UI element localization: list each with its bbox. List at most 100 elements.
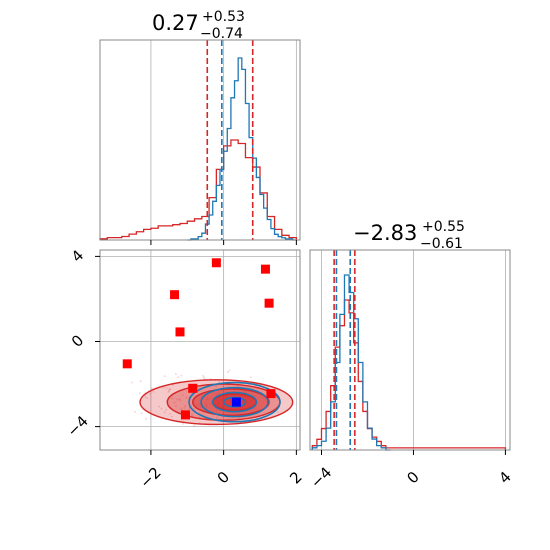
joint-sample-point	[209, 397, 212, 400]
joint-sample-point	[145, 417, 148, 420]
joint-sample-point	[146, 396, 149, 399]
joint-sample-point	[144, 396, 147, 399]
joint-contour-blue-3	[222, 396, 247, 408]
joint-y-label-0: −4	[63, 412, 91, 440]
joint-sample-point	[182, 422, 185, 425]
joint-sample-point	[205, 404, 208, 407]
joint-sample-point	[215, 416, 218, 419]
joint-sample-point	[167, 391, 170, 394]
joint-sample-point	[215, 409, 218, 412]
marginal-panel-param-2: −4 0 4	[307, 249, 515, 492]
joint-sample-point	[174, 373, 177, 376]
joint-sample-point	[206, 396, 209, 399]
joint-sample-point	[228, 369, 231, 372]
joint-red-square-8	[180, 410, 190, 420]
joint-sample-point	[218, 380, 221, 383]
joint-sample-point	[160, 407, 163, 410]
joint-sample-point	[215, 392, 218, 395]
joint-sample-point	[249, 376, 252, 379]
joint-contour-blue-1	[200, 386, 269, 418]
joint-sample-point	[169, 412, 172, 415]
param-1-title-plus: +0.53	[202, 9, 245, 25]
top-hist-blue	[187, 57, 297, 241]
joint-contour-blue-0	[188, 381, 281, 423]
right-hist-red	[311, 299, 507, 450]
joint-sample-point	[193, 425, 196, 428]
joint-sample-point	[205, 405, 208, 408]
joint-sample-point	[181, 394, 184, 397]
joint-sample-point	[193, 407, 196, 410]
joint-sample-point	[140, 412, 143, 415]
joint-sample-point	[196, 403, 199, 406]
joint-x-label-0: −2	[136, 463, 164, 491]
param-1-title-minus: −0.74	[200, 26, 243, 42]
joint-sample-point	[202, 374, 205, 377]
joint-sample-point	[168, 387, 171, 390]
joint-sample-point	[253, 395, 256, 398]
joint-sample-point	[237, 417, 240, 420]
joint-sample-point	[152, 390, 155, 393]
joint-blue-square	[231, 397, 241, 407]
joint-sample-point	[168, 388, 171, 391]
joint-sample-point	[171, 397, 174, 400]
joint-sample-point	[276, 411, 279, 414]
top-hist-red	[99, 139, 298, 240]
joint-sample-point	[210, 401, 213, 404]
joint-sample-point	[179, 399, 182, 402]
joint-red-square-5	[122, 359, 132, 369]
joint-sample-point	[207, 398, 210, 401]
joint-red-square-0	[211, 258, 221, 268]
joint-sample-point	[206, 398, 209, 401]
joint-sample-point	[190, 413, 193, 416]
joint-panel: −4 0 4 −2 0 2	[63, 246, 305, 492]
joint-sample-point	[138, 392, 141, 395]
joint-sample-point	[180, 374, 183, 377]
right-hist-blue	[311, 274, 391, 451]
joint-y-label-2: 4	[68, 246, 87, 265]
top-frame	[99, 39, 301, 241]
joint-red-square-4	[175, 327, 185, 337]
joint-sample-point	[243, 391, 246, 394]
joint-sample-point	[214, 385, 217, 388]
joint-red-square-1	[260, 264, 270, 274]
joint-sample-point	[183, 406, 186, 409]
param-1-title-median: 0.27	[152, 11, 199, 35]
joint-sample-point	[165, 408, 168, 411]
joint-sample-point	[178, 398, 181, 401]
joint-sample-point	[215, 384, 218, 387]
joint-sample-point	[254, 407, 257, 410]
right-x-label-0: −4	[307, 463, 335, 491]
joint-sample-point	[177, 376, 180, 379]
joint-sample-point	[163, 411, 166, 414]
param-2-title-minus: −0.61	[420, 236, 463, 252]
joint-sample-point	[170, 415, 173, 418]
joint-sample-point	[157, 405, 160, 408]
joint-sample-point	[180, 407, 183, 410]
right-x-label-2: 4	[495, 468, 514, 487]
joint-frame	[99, 249, 301, 451]
param-2-title-median: −2.83	[353, 221, 417, 245]
joint-red-square-7	[266, 389, 276, 399]
joint-sample-point	[139, 380, 142, 383]
joint-sample-point	[134, 410, 137, 413]
joint-sample-point	[168, 389, 171, 392]
joint-sample-point	[202, 376, 205, 379]
joint-red-square-6	[188, 383, 198, 393]
joint-sample-point	[184, 404, 187, 407]
joint-sample-point	[217, 391, 220, 394]
joint-sample-point	[174, 404, 177, 407]
joint-sample-point	[191, 414, 194, 417]
joint-sample-point	[226, 371, 229, 374]
joint-red-square-2	[170, 290, 180, 300]
joint-sample-point	[188, 407, 191, 410]
joint-x-label-2: 2	[286, 468, 305, 487]
joint-sample-point	[176, 398, 179, 401]
joint-sample-point	[149, 392, 152, 395]
joint-sample-point	[131, 381, 134, 384]
joint-y-label-1: 0	[68, 331, 87, 350]
joint-sample-point	[163, 375, 166, 378]
joint-sample-point	[185, 396, 188, 399]
param-2-title-plus: +0.55	[422, 219, 465, 235]
joint-sample-point	[165, 387, 168, 390]
